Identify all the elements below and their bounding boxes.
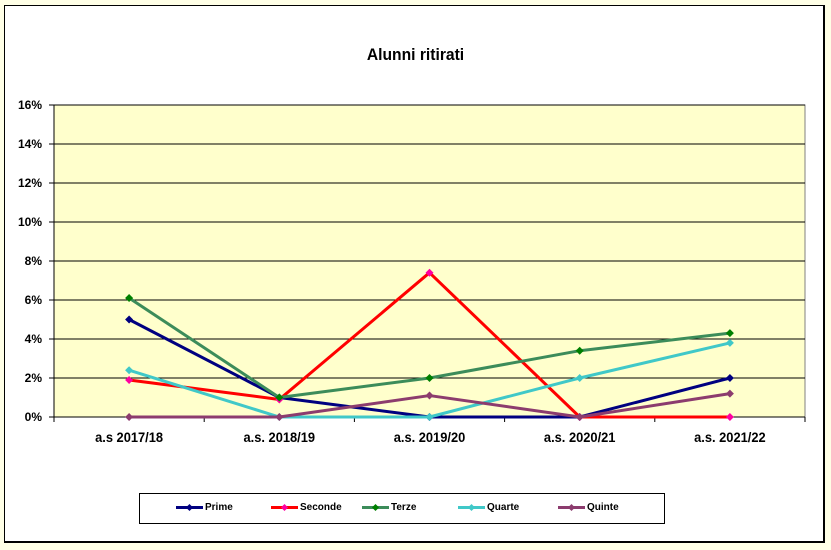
x-tick-label: a.s. 2020/21 — [544, 430, 616, 446]
data-point-marker — [575, 374, 584, 382]
x-tick-label: a.s. 2021/22 — [694, 430, 766, 446]
legend-label: Prime — [205, 502, 233, 513]
data-point-marker — [425, 413, 434, 421]
legend-item-terze: Terze — [362, 502, 416, 513]
y-tick-label: 12% — [18, 176, 42, 190]
data-point-marker — [425, 374, 434, 382]
legend: Prime Seconde Terze Quarte Quinte — [139, 493, 665, 524]
data-point-marker — [575, 413, 584, 421]
legend-item-quarte: Quarte — [458, 502, 519, 513]
data-point-marker — [125, 375, 134, 384]
x-tick-label: a.s. 2019/20 — [394, 430, 466, 446]
legend-item-quinte: Quinte — [558, 502, 619, 513]
series-terze — [125, 294, 734, 402]
data-point-marker — [125, 294, 134, 303]
legend-line-icon — [362, 503, 389, 511]
data-point-marker — [725, 374, 734, 382]
data-point-marker — [125, 413, 134, 421]
y-tick-label: 10% — [18, 215, 42, 229]
series-quinte — [125, 389, 734, 421]
data-point-marker — [125, 366, 134, 375]
y-tick-label: 14% — [18, 137, 42, 151]
data-point-marker — [725, 389, 734, 398]
legend-label: Quarte — [487, 502, 520, 513]
legend-item-seconde: Seconde — [271, 502, 342, 513]
data-point-marker — [575, 346, 584, 355]
data-point-marker — [425, 268, 434, 277]
data-point-marker — [725, 329, 734, 338]
legend-label: Quinte — [587, 502, 619, 513]
legend-line-icon — [271, 503, 298, 511]
legend-line-icon — [176, 503, 203, 511]
chart-title: Alunni ritirati — [366, 45, 465, 64]
y-tick-label: 8% — [25, 254, 43, 268]
legend-line-icon — [558, 503, 585, 511]
legend-label: Terze — [391, 502, 417, 513]
y-tick-label: 16% — [18, 98, 42, 112]
data-point-marker — [425, 391, 434, 400]
y-tick-label: 6% — [25, 293, 43, 307]
data-point-marker — [125, 315, 134, 324]
y-tick-label: 2% — [25, 371, 43, 385]
data-point-marker — [275, 413, 284, 421]
y-tick-label: 0% — [25, 410, 43, 424]
legend-item-prime: Prime — [176, 502, 233, 513]
y-tick-label: 4% — [25, 332, 43, 346]
data-point-marker — [725, 413, 734, 421]
legend-line-icon — [458, 503, 485, 511]
x-tick-label: a.s. 2018/19 — [244, 430, 316, 446]
legend-label: Seconde — [300, 502, 342, 513]
data-point-marker — [275, 393, 284, 402]
x-tick-label: a.s 2017/18 — [95, 430, 163, 446]
data-point-marker — [725, 338, 734, 347]
